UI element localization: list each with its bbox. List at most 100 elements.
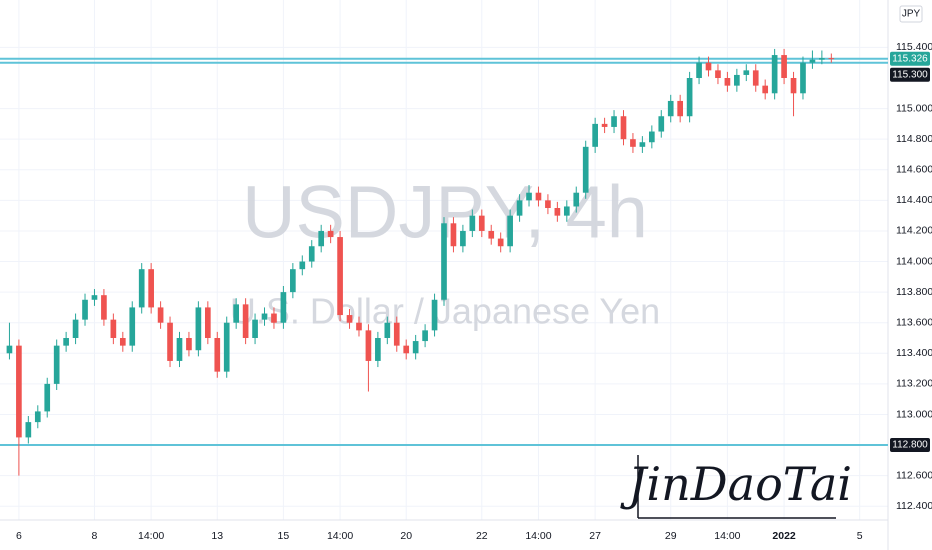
candle-body: [44, 383, 51, 412]
x-tick-label: 14:00: [714, 530, 740, 542]
y-tick-label: 114.800: [896, 133, 932, 145]
candle-body: [261, 313, 268, 320]
candle-body: [601, 123, 608, 127]
candle-body: [819, 58, 825, 60]
candle-body: [790, 78, 797, 94]
candle-body: [734, 74, 740, 86]
candle-body: [233, 304, 240, 323]
candle-body: [516, 200, 523, 216]
candle-body: [696, 62, 702, 78]
candle-body: [620, 116, 627, 140]
candle-body: [478, 215, 485, 231]
candle-body: [138, 269, 145, 308]
candle-body: [648, 131, 655, 143]
x-tick-label: 5: [857, 530, 863, 542]
y-tick-label: 114.400: [896, 194, 932, 206]
candle-body: [318, 230, 325, 247]
candle-body: [582, 146, 589, 193]
candle-body: [800, 62, 806, 94]
candle-body: [743, 70, 750, 75]
x-tick-label: 2022: [772, 530, 796, 542]
candle-body: [365, 330, 372, 361]
currency-box: [899, 5, 923, 23]
candle-body: [686, 78, 693, 117]
candle-body: [327, 230, 334, 238]
candle-body: [91, 295, 98, 300]
candle-body: [63, 338, 69, 346]
candle-body: [393, 322, 400, 346]
candle-body: [157, 307, 164, 323]
level-label: 115.326: [892, 53, 928, 64]
x-tick-label: 8: [92, 530, 98, 542]
candle-body: [828, 58, 835, 60]
x-tick-label: 14:00: [138, 530, 164, 542]
x-tick-label: 6: [16, 530, 22, 542]
candle-body: [488, 230, 495, 239]
x-tick-label: 14:00: [327, 530, 353, 542]
candle-body: [6, 345, 13, 354]
candle-body: [214, 338, 221, 372]
candle-body: [781, 55, 787, 78]
level-label-box: [890, 438, 930, 453]
x-tick-label: 20: [400, 530, 412, 542]
candle-body: [375, 338, 381, 361]
candle-body: [507, 215, 513, 247]
x-tick-label: 22: [476, 530, 488, 542]
y-tick-label: 113.200: [896, 378, 932, 390]
candle-body: [299, 261, 306, 270]
candle-body: [705, 62, 712, 71]
candle-body: [563, 206, 570, 216]
candle-body: [346, 315, 353, 323]
y-tick-label: 114.000: [896, 255, 932, 267]
candle-body: [186, 338, 192, 351]
level-label: 112.800: [892, 440, 928, 451]
candle-body: [545, 200, 551, 208]
candle-body: [526, 192, 532, 201]
candle-body: [271, 313, 277, 323]
candle-body: [809, 59, 816, 63]
candle-body: [384, 322, 391, 338]
candle-body: [724, 78, 731, 86]
candle-body: [592, 123, 598, 147]
level-label: 115.300: [892, 69, 928, 80]
level-label-box: [890, 51, 930, 66]
candle-body: [573, 192, 580, 207]
candle-body: [337, 237, 343, 316]
candle-body: [148, 269, 154, 308]
candle-body: [176, 338, 183, 361]
x-tick-label: 14:00: [525, 530, 551, 542]
signature-frame: [637, 455, 836, 519]
candle-body: [53, 345, 60, 384]
candle-body: [752, 70, 759, 86]
candle-body: [771, 55, 778, 94]
candle-body: [223, 322, 230, 372]
candle-body: [630, 139, 636, 147]
candle-body: [34, 411, 41, 423]
y-tick-label: 114.600: [896, 164, 932, 176]
x-tick-label: 15: [278, 530, 290, 542]
candle-body: [611, 116, 617, 127]
candle-body: [242, 304, 249, 338]
candle-body: [204, 307, 211, 338]
candle-body: [195, 307, 202, 351]
x-tick-label: 29: [665, 530, 677, 542]
candle-body: [308, 246, 315, 262]
y-tick-label: 113.400: [896, 347, 932, 359]
candle-body: [554, 208, 561, 216]
candle-body: [715, 70, 721, 78]
y-tick-label: 113.800: [896, 286, 932, 298]
y-tick-label: 113.000: [896, 408, 932, 420]
signature: JinDaoTai: [620, 457, 852, 511]
candle-body: [497, 238, 504, 247]
candle-body: [110, 319, 117, 338]
candle-body: [356, 322, 362, 331]
candle-body: [25, 422, 32, 438]
candle-body: [450, 223, 457, 247]
candle-body: [82, 299, 88, 320]
candle-body: [403, 345, 410, 354]
y-tick-label: 115.000: [896, 102, 932, 114]
candle-body: [667, 100, 674, 117]
candle-body: [129, 307, 136, 346]
candle-body: [431, 299, 438, 331]
x-tick-label: 27: [589, 530, 601, 542]
